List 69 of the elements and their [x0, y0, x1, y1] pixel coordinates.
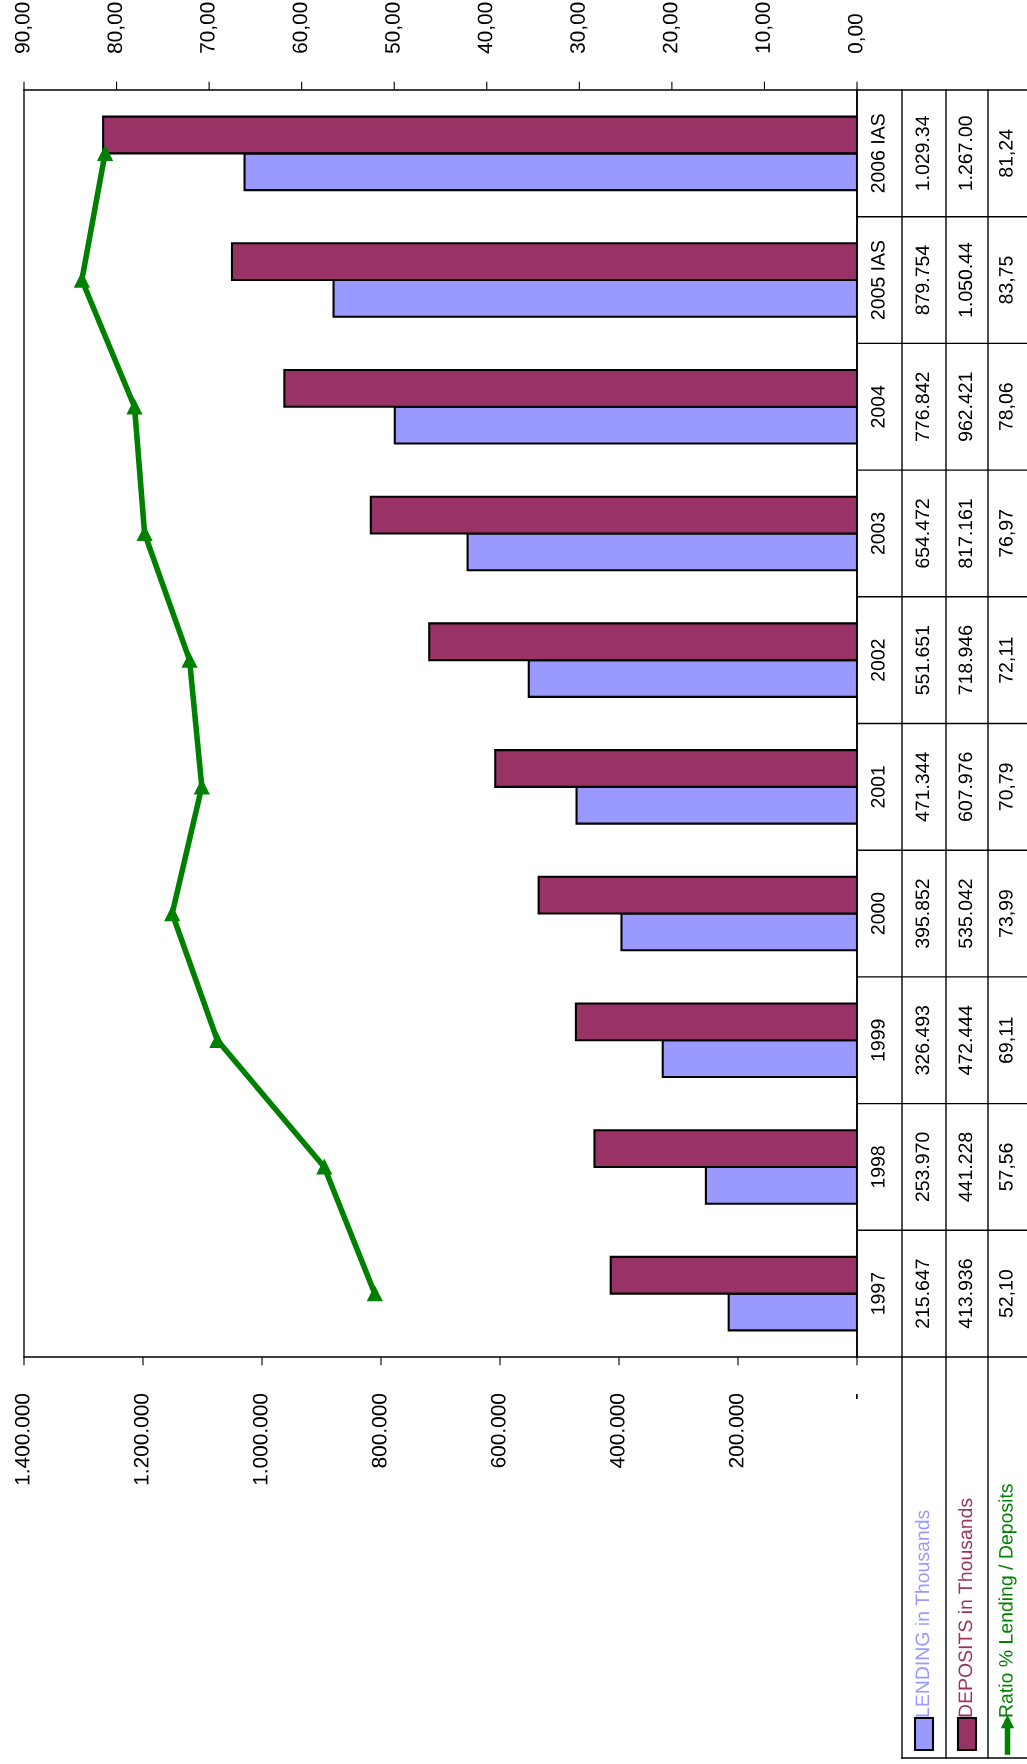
x-tick-label: 1.000.000 — [252, 1393, 268, 1485]
data-label: 73,99 — [998, 890, 1016, 937]
y-tick-label: 1999 — [870, 1019, 885, 1061]
data-label: 776.842 — [915, 372, 930, 441]
y-tick-label: 2003 — [870, 512, 885, 555]
y-tick-label: 2002 — [870, 639, 885, 681]
point — [181, 652, 198, 668]
data-label: 718.946 — [958, 625, 973, 695]
point — [367, 1286, 383, 1302]
x-tick-label: 400.000 — [609, 1393, 625, 1468]
point — [74, 272, 90, 288]
data-label: 551.651 — [915, 625, 930, 695]
y-tick-label: 2005 IAS — [870, 240, 885, 320]
data-label: 326.493 — [915, 1005, 930, 1075]
data-label: 1.050.44 — [958, 242, 973, 317]
x2-tick-label: 30,00 — [570, 2, 588, 54]
text: Ratio % Lending / Deposits — [998, 1484, 1017, 1717]
data-label: 535.042 — [958, 879, 973, 948]
data-label: 471.344 — [915, 752, 930, 822]
y-tick-label: 2001 — [870, 766, 885, 808]
y-tick-label: 2006 IAS — [870, 114, 885, 193]
data-label: 81,24 — [998, 129, 1016, 177]
x2-tick-label: 0,00 — [847, 14, 866, 54]
point — [316, 1159, 332, 1175]
point — [209, 1032, 225, 1048]
data-label: 1.267.00 — [958, 116, 973, 190]
y-tick-label: 1997 — [870, 1273, 885, 1314]
point — [164, 905, 180, 922]
x2-tick-label: 50,00 — [385, 2, 403, 54]
data-label: 962.421 — [958, 372, 973, 441]
x2-tick-label: 60,00 — [292, 2, 310, 53]
data-label: 413.936 — [958, 1259, 973, 1329]
x-tick-label: 600.000 — [490, 1393, 506, 1468]
data-label: 69,11 — [998, 1017, 1016, 1063]
text: DEPOSITS in Thousands — [957, 1498, 973, 1717]
x2-tick-label: 10,00 — [755, 2, 773, 53]
y-tick-label: 1998 — [870, 1146, 885, 1188]
data-label: 607.976 — [958, 752, 973, 821]
data-label: 76,97 — [998, 510, 1016, 557]
x2-tick-label: 20,00 — [662, 2, 680, 53]
data-label: 57,56 — [998, 1143, 1016, 1191]
data-label: 817.161 — [958, 499, 973, 568]
data-label: 253.970 — [915, 1132, 930, 1202]
x2-tick-label: 80,00 — [107, 2, 125, 53]
text: LENDING in Thousands — [914, 1510, 930, 1717]
data-label: 72,11 — [998, 637, 1016, 683]
x-tick-label: - — [856, 1394, 858, 1400]
x-tick-label: 200.000 — [728, 1393, 744, 1468]
x2-tick-label: 90,00 — [14, 2, 33, 53]
data-label: 52,10 — [998, 1270, 1016, 1318]
y-tick-label: 2000 — [870, 892, 885, 935]
y-tick-label: 2004 — [870, 385, 885, 428]
x2-tick-label: 40,00 — [477, 2, 495, 54]
point — [126, 399, 143, 415]
data-label: 83,75 — [998, 256, 1016, 304]
data-label: 441.228 — [958, 1132, 973, 1202]
x-tick-label: 800.000 — [371, 1393, 387, 1468]
data-label: 70,79 — [998, 763, 1016, 811]
data-label: 654.472 — [915, 499, 930, 568]
data-label: 215.647 — [915, 1259, 930, 1328]
data-label: 1.029.34 — [915, 116, 930, 190]
x-tick-label: 1.400.000 — [14, 1393, 30, 1485]
data-label: 395.852 — [915, 879, 930, 948]
point — [97, 145, 113, 161]
x2-tick-label: 70,00 — [199, 2, 218, 53]
data-label: 879.754 — [915, 245, 930, 315]
x-tick-label: 1.200.000 — [133, 1393, 149, 1485]
data-label: 472.444 — [958, 1005, 973, 1075]
data-label: 78,06 — [998, 383, 1016, 431]
